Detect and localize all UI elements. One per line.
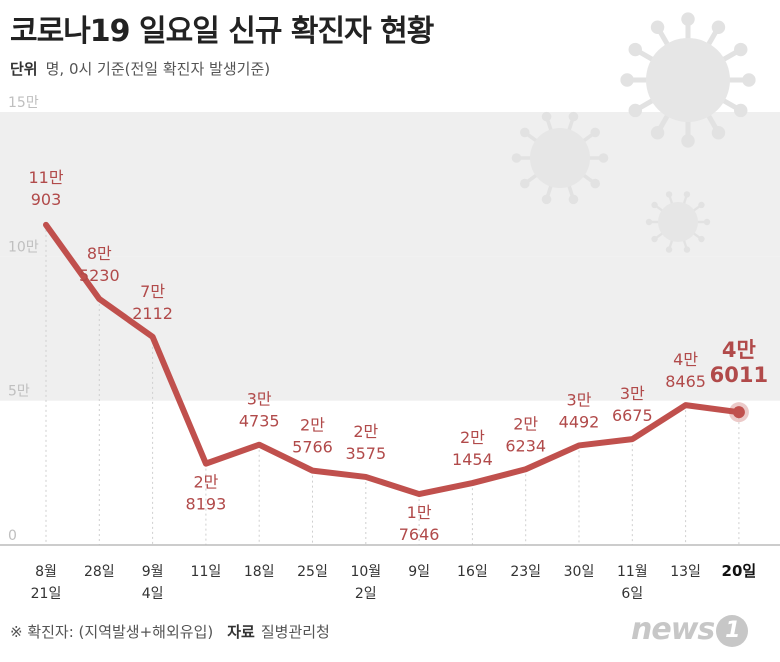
virus-icon [645,191,711,253]
x-tick-label: 10월 2일 [350,564,381,602]
y-tick-label: 0 [8,528,17,544]
virus-icon [511,111,609,205]
data-label: 2만 8193 [186,473,227,514]
x-tick-label: 11월 6일 [617,564,648,602]
x-tick-label: 16일 [457,564,488,580]
source-label: 자료 [227,623,255,641]
unit-text: 명, 0시 기준(전일 확진자 발생기준) [45,60,271,78]
footnote: ※ 확진자: (지역발생+해외유입) 자료 질병관리청 [10,621,330,642]
x-tick-label: 20일 [722,562,757,580]
data-label: 3만 4735 [239,390,280,431]
data-label: 2만 5766 [292,416,333,457]
chart-gridlines [0,224,780,546]
x-axis-ticks: 8월 21일 28일 9월 4일 11일 18일 25일 10월 2일 9일 16일 23일 30일 11월… [31,562,757,602]
unit-note: 단위 명, 0시 기준(전일 확진자 발생기준) [10,58,270,79]
logo-text: news [631,612,715,647]
last-point [732,406,745,419]
x-tick-label: 9일 [408,564,430,580]
page-title: 코로나19 일요일 신규 확진자 현황 [10,14,434,49]
x-tick-label: 30일 [564,564,595,580]
y-tick-label: 10만 [8,239,39,255]
data-label: 4만 6011 [710,338,768,387]
chart-band [0,112,780,257]
chart-bands [0,112,780,401]
virus-decoration [511,12,756,253]
data-label: 4만 8465 [665,350,706,391]
chart-points [728,402,749,423]
data-label: 3만 4492 [559,390,600,431]
y-tick-label: 15만 [8,95,39,111]
data-labels: 11만 903 8만 5230 7만 2112 2만 8193 3만 4735 2만 5766 2만 35… [28,168,768,544]
x-tick-label: 25일 [297,564,328,580]
chart-band [0,256,780,401]
data-label: 2만 6234 [505,414,546,455]
series-line [43,221,742,498]
data-label: 8만 5230 [79,244,120,285]
data-label: 1만 7646 [399,503,440,544]
source-text: 질병관리청 [260,623,330,641]
x-tick-label: 23일 [510,564,541,580]
x-tick-label: 28일 [84,564,115,580]
virus-icon [620,12,756,148]
logo-digit: 1 [716,614,749,647]
data-label: 2만 1454 [452,428,493,469]
x-tick-label: 9월 4일 [142,564,164,602]
data-label: 7만 2112 [132,282,173,323]
footnote-note: ※ 확진자: (지역발생+해외유입) [10,623,214,641]
data-label: 11만 903 [28,168,63,209]
y-axis-ticks: 0 5만 10만 15만 [8,95,39,544]
data-label: 2만 3575 [345,422,386,463]
x-tick-label: 8월 21일 [31,564,62,602]
news1-logo: news 1 [631,612,749,647]
unit-label: 단위 [10,60,38,78]
data-label: 3만 6675 [612,384,653,425]
x-tick-label: 13일 [670,564,701,580]
x-tick-label: 18일 [244,564,275,580]
x-tick-label: 11일 [191,564,222,580]
y-tick-label: 5만 [8,384,30,400]
